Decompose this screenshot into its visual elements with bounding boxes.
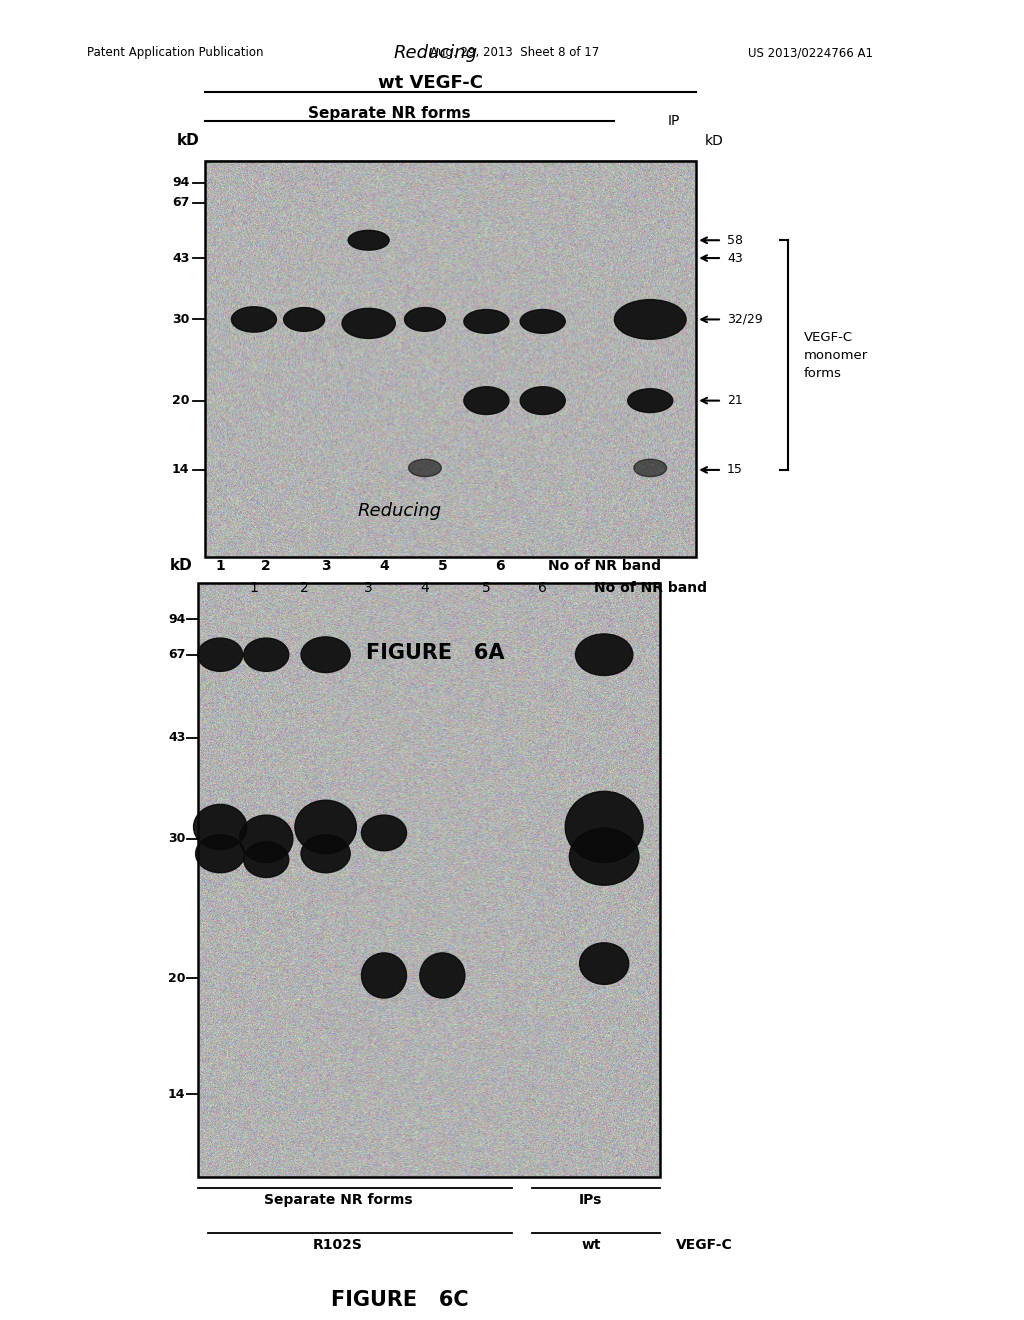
Text: No of NR band: No of NR band [548,558,660,573]
Text: 30: 30 [172,313,189,326]
Ellipse shape [580,942,629,985]
Bar [198,583,660,1177]
Ellipse shape [575,634,633,676]
Ellipse shape [634,459,667,477]
Text: FIGURE   6C: FIGURE 6C [331,1290,468,1309]
Ellipse shape [194,804,247,850]
Text: 67: 67 [172,197,189,209]
Ellipse shape [361,953,407,998]
Text: 1: 1 [215,558,225,573]
Ellipse shape [244,842,289,878]
Text: 67: 67 [168,648,185,661]
Ellipse shape [464,309,509,334]
Ellipse shape [198,638,243,672]
Ellipse shape [565,792,643,863]
Ellipse shape [231,306,276,333]
Bar [205,161,696,557]
Text: 32/29: 32/29 [727,313,763,326]
Text: 58: 58 [727,234,743,247]
Ellipse shape [301,636,350,672]
Text: Reducing: Reducing [357,502,441,520]
Ellipse shape [409,459,441,477]
Text: Separate NR forms: Separate NR forms [308,107,470,121]
Ellipse shape [342,309,395,338]
Text: US 2013/0224766 A1: US 2013/0224766 A1 [748,46,872,59]
Ellipse shape [295,800,356,854]
Text: R102S: R102S [313,1238,362,1253]
Ellipse shape [404,308,445,331]
Text: kD: kD [170,558,193,573]
Text: No of NR band: No of NR band [594,581,707,595]
Text: 2: 2 [261,558,271,573]
Text: 43: 43 [727,252,742,264]
Text: FIGURE   6A: FIGURE 6A [366,643,505,663]
Text: 94: 94 [168,612,185,626]
Ellipse shape [520,309,565,334]
Ellipse shape [628,388,673,412]
Ellipse shape [284,308,325,331]
Ellipse shape [244,638,289,672]
Text: kD: kD [177,133,200,148]
Text: IP: IP [668,114,680,128]
Text: 14: 14 [168,1088,185,1101]
Ellipse shape [569,828,639,886]
Text: Reducing: Reducing [393,44,477,62]
Text: wt: wt [581,1238,601,1253]
Text: Aug. 29, 2013  Sheet 8 of 17: Aug. 29, 2013 Sheet 8 of 17 [430,46,599,59]
Ellipse shape [301,834,350,873]
Text: VEGF-C: VEGF-C [676,1238,732,1253]
Ellipse shape [196,834,245,873]
Text: Patent Application Publication: Patent Application Publication [87,46,263,59]
Ellipse shape [464,387,509,414]
Text: 4: 4 [421,581,429,595]
Ellipse shape [240,814,293,863]
Ellipse shape [614,300,686,339]
Text: 30: 30 [168,833,185,845]
Text: kD: kD [705,133,723,148]
Text: 3: 3 [365,581,373,595]
Text: 43: 43 [168,731,185,744]
Text: 3: 3 [321,558,331,573]
Text: 94: 94 [172,177,189,189]
Text: 43: 43 [172,252,189,264]
Text: 14: 14 [172,463,189,477]
Text: 4: 4 [379,558,389,573]
Text: 6: 6 [495,558,505,573]
Text: 5: 5 [437,558,447,573]
Ellipse shape [520,387,565,414]
Text: 20: 20 [168,972,185,985]
Text: 15: 15 [727,463,743,477]
Text: 1: 1 [250,581,258,595]
Text: 2: 2 [300,581,308,595]
Text: wt VEGF-C: wt VEGF-C [378,74,482,92]
Text: 6: 6 [539,581,547,595]
Text: 21: 21 [727,395,742,407]
Ellipse shape [348,230,389,251]
Ellipse shape [361,814,407,851]
Text: VEGF-C
monomer
forms: VEGF-C monomer forms [804,330,868,380]
Text: 5: 5 [482,581,490,595]
Text: Separate NR forms: Separate NR forms [263,1193,413,1208]
Text: IPs: IPs [580,1193,602,1208]
Ellipse shape [420,953,465,998]
Text: 20: 20 [172,395,189,407]
